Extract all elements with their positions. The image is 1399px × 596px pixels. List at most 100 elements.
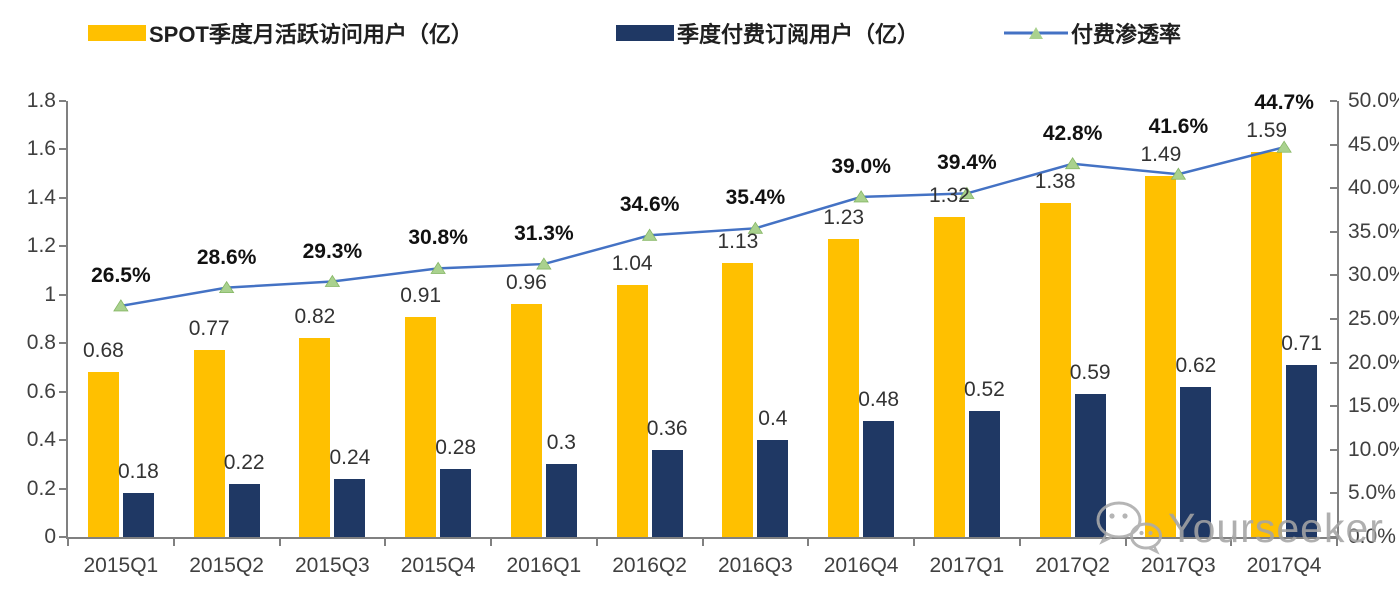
y-axis-left-tick [59,293,66,296]
x-axis-tick [384,539,387,546]
y-axis-left [66,101,68,539]
y-axis-left-label: 0.8 [26,331,56,355]
y-axis-right-tick [1330,361,1337,364]
mau-value-label: 1.38 [1034,169,1076,193]
x-axis-label: 2016Q3 [718,554,793,577]
y-axis-right-tick [1330,318,1337,320]
mau-legend-swatch [88,25,146,41]
subscribers-value-label: 0.62 [1175,353,1217,377]
legend-item-subscribers: 季度付费订阅用户（亿） [616,18,919,48]
line-marker [747,221,764,234]
chart-legend: SPOT季度月活跃访问用户（亿） 季度付费订阅用户（亿） 付费渗透率 [0,18,1399,48]
mau-value-label: 0.91 [400,283,442,307]
subscribers-value-label: 0.36 [646,416,688,440]
subscribers-value-label: 0.18 [117,460,159,484]
mau-value-label: 1.32 [928,184,970,208]
y-axis-left-tick [59,439,66,442]
y-axis-right-label: 25.0% [1348,307,1399,330]
line-marker [641,228,658,241]
bar-mau [87,372,119,537]
subscribers-value-label: 0.4 [758,407,788,431]
watermark-text: Yourseeker [1168,504,1384,551]
y-axis-right-tick [1330,230,1337,233]
bar-subscribers [228,483,260,537]
x-axis-label: 2017Q3 [1141,554,1216,577]
x-axis-tick [1124,539,1127,546]
mau-value-label: 1.13 [717,230,759,254]
bar-mau [722,263,754,537]
x-axis-tick [595,539,598,546]
y-axis-left-tick [59,196,66,199]
bar-mau [1251,151,1283,537]
bar-subscribers [440,469,472,537]
mau-value-label: 0.68 [82,339,124,363]
bar-mau [933,217,965,537]
mau-value-label: 1.23 [823,206,865,230]
subscribers-value-label: 0.22 [223,450,265,474]
penetration-percent-label: 28.6% [196,245,257,269]
x-axis-label: 2016Q1 [506,554,582,577]
x-axis-tick [490,539,492,546]
x-axis-tick [278,539,281,546]
y-axis-right-label: 15.0% [1348,394,1399,418]
legend-item-penetration: 付费渗透率 [1004,18,1181,48]
y-axis-right [1337,101,1339,539]
mau-value-label: 1.49 [1140,143,1182,167]
penetration-percent-label: 35.4% [725,186,786,210]
y-axis-left-tick [59,245,66,248]
bar-mau [405,316,437,537]
penetration-percent-label: 39.0% [831,154,891,178]
x-axis-label: 2016Q2 [612,554,687,577]
bar-subscribers [545,464,577,537]
x-axis [66,537,1339,539]
y-axis-left-tick [59,390,66,393]
mau-value-label: 1.59 [1246,118,1288,142]
line-marker [1276,140,1292,153]
y-axis-right-tick [1330,187,1337,190]
x-axis-label: 2015Q1 [83,554,159,577]
y-axis-right-tick [1330,492,1337,495]
penetration-percent-label: 31.3% [514,222,574,246]
y-axis-right-label: 0.0% [1348,525,1396,548]
penetration-percent-label: 29.3% [302,239,363,263]
y-axis-right-tick [1330,274,1337,277]
subscribers-value-label: 0.3 [546,431,576,455]
bar-mau [828,239,860,537]
mau-value-label: 0.82 [294,305,336,329]
x-axis-tick [67,539,69,546]
bar-subscribers [122,493,154,537]
mau-value-label: 1.04 [611,252,653,276]
x-axis-tick [1230,539,1233,546]
x-axis-label: 2017Q1 [929,554,1005,577]
y-axis-left-tick [59,536,66,538]
x-axis-tick [172,539,175,546]
mau-value-label: 0.96 [505,271,547,295]
y-axis-left-label: 1.4 [26,185,56,209]
penetration-line [120,146,1285,308]
wechat-icon [1096,501,1162,555]
subscribers-value-label: 0.59 [1069,361,1111,385]
y-axis-right-label: 35.0% [1348,219,1399,243]
x-axis-label: 2017Q2 [1035,554,1110,577]
y-axis-right-label: 30.0% [1348,263,1399,287]
subscribers-value-label: 0.71 [1281,332,1323,356]
y-axis-left-label: 0.6 [26,379,56,403]
y-axis-left-tick [59,100,66,102]
y-axis-right-label: 40.0% [1348,176,1399,200]
line-marker [430,261,446,274]
bar-subscribers [651,449,683,537]
legend-item-mau: SPOT季度月活跃访问用户（亿） [88,18,473,48]
x-axis-label: 2015Q4 [400,554,476,577]
penetration-percent-label: 30.8% [408,226,468,250]
penetration-percent-label: 39.4% [937,151,997,175]
y-axis-left-tick [59,148,66,151]
subscribers-legend-swatch [616,25,674,41]
x-axis-label: 2015Q3 [295,554,370,577]
x-axis-tick [1018,539,1021,546]
penetration-percent-label: 41.6% [1148,115,1209,139]
bar-mau [193,350,225,537]
bar-subscribers [863,420,895,537]
y-axis-left-label: 1.2 [26,234,56,258]
y-axis-left-label: 1.6 [26,137,56,161]
bar-mau [1039,202,1071,537]
